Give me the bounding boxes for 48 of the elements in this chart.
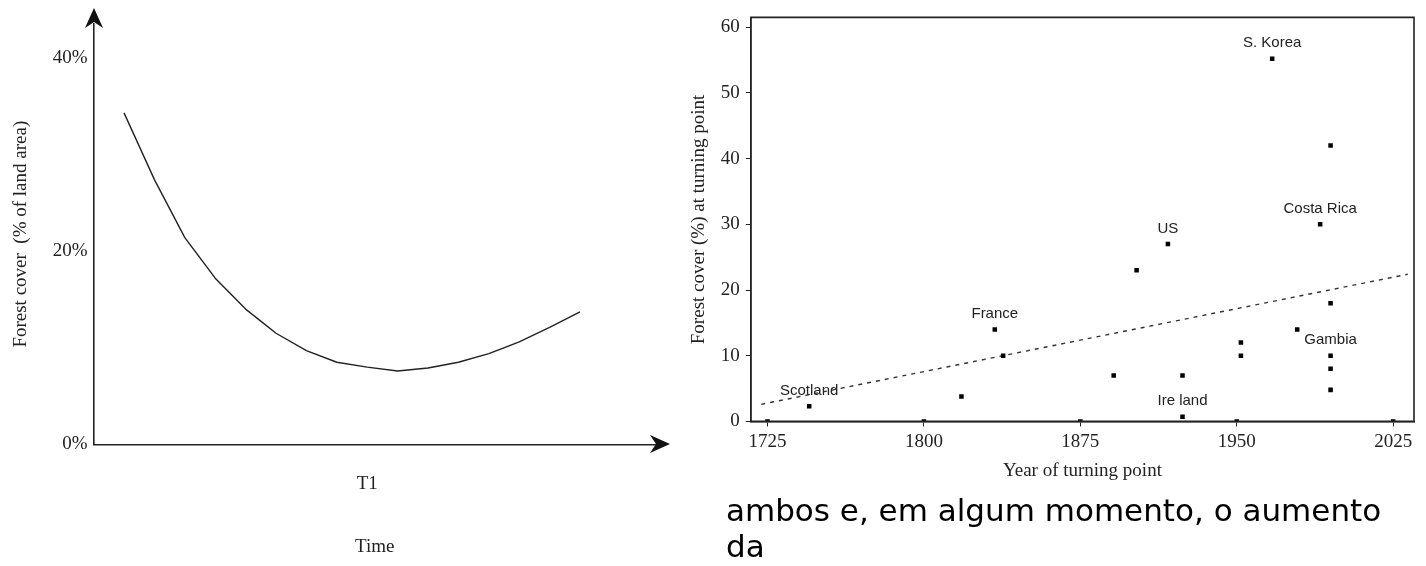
y-tick-label: 20% bbox=[52, 239, 88, 261]
point bbox=[765, 419, 770, 422]
annotation: Ire land bbox=[1157, 391, 1208, 409]
point bbox=[1294, 327, 1300, 332]
annotation: France bbox=[971, 304, 1019, 322]
point bbox=[1328, 387, 1333, 393]
x-tick-label: T1 bbox=[356, 471, 378, 493]
point bbox=[1328, 366, 1333, 372]
point bbox=[1238, 340, 1244, 345]
x-axis-title: Year of turning point bbox=[1002, 458, 1163, 480]
point bbox=[1328, 353, 1333, 358]
y-tick-label: 20 bbox=[720, 278, 740, 299]
x-tick-label: 1800 bbox=[904, 429, 943, 451]
annotation: S. Korea bbox=[1243, 33, 1303, 51]
y-tick-label: 40 bbox=[720, 146, 740, 168]
y-tick-label: 0% bbox=[62, 432, 88, 454]
point bbox=[1317, 222, 1323, 227]
point bbox=[1111, 373, 1116, 378]
annotation: Gambia bbox=[1304, 330, 1358, 348]
annotation: US bbox=[1157, 218, 1179, 236]
x-tick-label: 1725 bbox=[748, 429, 787, 451]
point bbox=[1000, 353, 1006, 358]
point bbox=[1078, 419, 1083, 422]
point bbox=[1180, 414, 1185, 420]
point bbox=[992, 327, 998, 332]
y-tick-label: 30 bbox=[720, 212, 740, 234]
point bbox=[1134, 268, 1139, 273]
annotation: Costa Rica bbox=[1283, 198, 1358, 216]
y-tick-label: 60 bbox=[720, 15, 740, 37]
x-axis-title: Time bbox=[355, 534, 395, 556]
x-tick-label: 1875 bbox=[1061, 429, 1100, 451]
y-tick-label: 50 bbox=[720, 80, 740, 102]
point bbox=[1234, 419, 1239, 422]
y-axis-title: Forest cover (% of land area) bbox=[9, 120, 32, 348]
text: ambos e, em algum momento, o aumento da bbox=[726, 492, 1383, 564]
y-tick-label: 0 bbox=[730, 409, 740, 431]
y-axis-title: Forest cover (%) at turning point bbox=[687, 93, 710, 345]
point bbox=[806, 404, 812, 409]
annotation: Scotland bbox=[780, 380, 839, 398]
y-tick-label: 10 bbox=[720, 343, 740, 365]
x-tick-label: 1950 bbox=[1217, 429, 1256, 451]
y-tick-label: 40% bbox=[52, 45, 88, 67]
point bbox=[1180, 373, 1185, 378]
point bbox=[1238, 353, 1244, 358]
x-tick-label: 2025 bbox=[1374, 429, 1413, 451]
point bbox=[1328, 300, 1333, 306]
point bbox=[1328, 143, 1333, 148]
point bbox=[959, 394, 964, 399]
